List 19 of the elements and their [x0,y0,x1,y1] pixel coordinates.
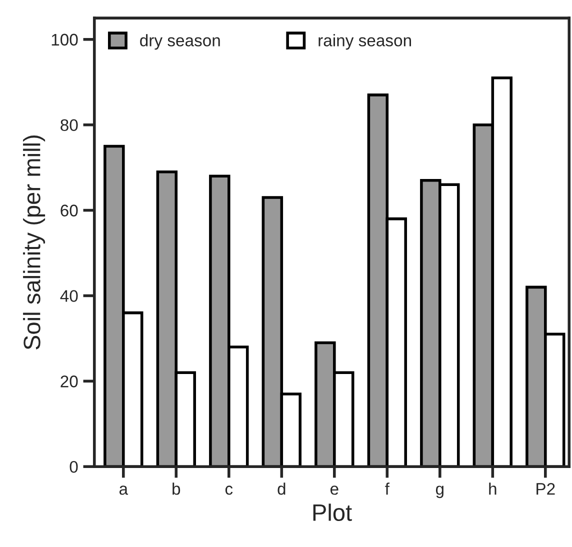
x-tick-label: b [172,482,180,495]
y-tick-label: 20 [60,376,78,388]
x-tick-label: g [436,486,444,498]
y-tick-label: 80 [60,119,78,132]
y-tick-label: 40 [60,290,78,302]
x-tick-label: P2 [536,483,555,495]
x-tick-label: a [119,486,128,495]
legend-label: dry season [140,34,220,50]
y-axis-title: Soil salinity (per mill) [23,136,46,350]
y-tick-label: 60 [60,204,78,216]
y-tick-label: 0 [70,460,78,473]
legend-label: rainy season [318,34,411,50]
x-tick-label: d [278,482,286,495]
x-tick-label: h [489,482,496,495]
x-axis-title: Plot [313,504,352,521]
x-tick-label: c [225,486,233,495]
x-tick-label: e [330,486,338,495]
x-tick-label: f [385,482,390,495]
y-tick-label: 100 [52,34,78,46]
